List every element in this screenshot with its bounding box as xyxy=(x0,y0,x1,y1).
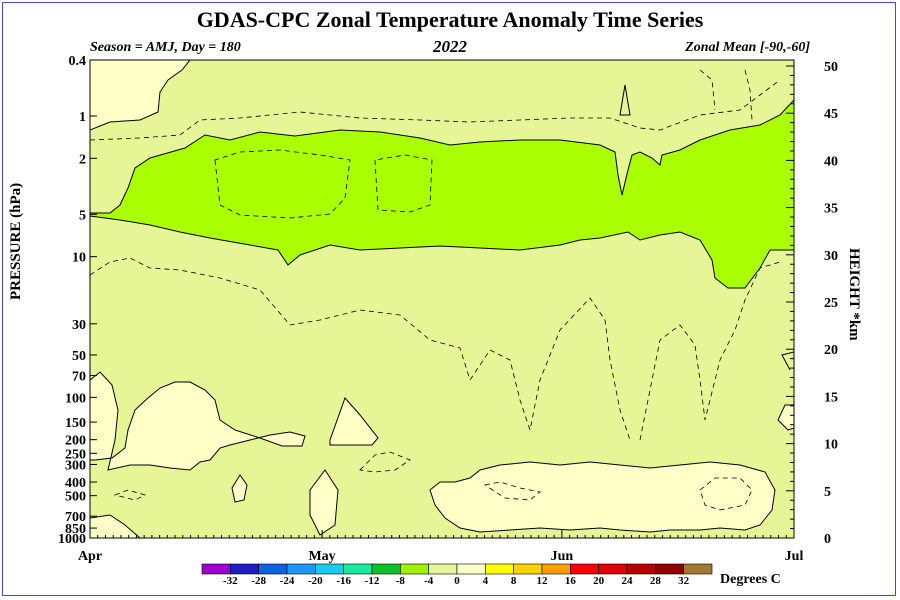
height-tick-label: 40 xyxy=(824,154,838,169)
pressure-tick-label: 1000 xyxy=(58,532,86,547)
colorbar-level-label: 24 xyxy=(622,575,634,587)
warm-patch-small-1 xyxy=(231,474,248,503)
height-tick-label: 30 xyxy=(824,249,838,264)
colorbar-swatch xyxy=(428,563,458,575)
zonal-mean-label: Zonal Mean [-90,-60] xyxy=(685,40,810,55)
pressure-tick-label: 700 xyxy=(65,510,86,525)
height-tick-label: 50 xyxy=(824,60,838,75)
pressure-tick-label: 50 xyxy=(72,349,86,364)
year-label: 2022 xyxy=(433,37,467,56)
colorbar-swatch xyxy=(400,563,429,575)
colorbar-level-label: -24 xyxy=(280,575,295,587)
colorbar-swatch xyxy=(598,563,628,575)
colorbar-level-label: 0 xyxy=(454,575,460,587)
season-label: Season = AMJ, Day = 180 xyxy=(90,40,241,55)
colorbar-swatch xyxy=(513,563,543,575)
chart-title: GDAS-CPC Zonal Temperature Anomaly Time … xyxy=(196,7,704,32)
warm-region-upper-left xyxy=(90,60,191,131)
pressure-tick-label: 5 xyxy=(79,208,86,223)
colorbar-swatch xyxy=(201,563,231,575)
colorbar-level-label: -12 xyxy=(365,575,380,587)
colorbar-swatch xyxy=(258,563,288,575)
colorbar-swatch xyxy=(626,563,656,575)
height-tick-label: 0 xyxy=(824,532,831,547)
colorbar-swatch xyxy=(286,563,316,575)
colorbar-swatch xyxy=(343,563,373,575)
pressure-tick-label: 10 xyxy=(72,251,86,266)
month-tick-label: Apr xyxy=(78,549,102,564)
colorbar-level-label: -8 xyxy=(396,575,406,587)
pressure-tick-label: 2 xyxy=(79,152,86,167)
month-tick-label: Jun xyxy=(551,549,574,564)
height-tick-label: 20 xyxy=(824,343,838,358)
colorbar-swatch xyxy=(485,563,514,575)
colorbar-level-label: 20 xyxy=(593,575,605,587)
pressure-tick-label: 150 xyxy=(65,416,86,431)
colorbar-level-label: 16 xyxy=(565,575,577,587)
colorbar-swatch xyxy=(315,563,344,575)
height-tick-label: 10 xyxy=(824,438,838,453)
height-tick-label: 25 xyxy=(824,296,838,311)
warm-region-lower-left xyxy=(90,371,306,471)
pressure-tick-label: 0.4 xyxy=(69,54,87,69)
dashed-contours xyxy=(90,69,781,511)
pressure-tick-label: 850 xyxy=(65,522,86,537)
colorbar-swatch xyxy=(655,563,684,575)
colorbar-level-label: 12 xyxy=(537,575,549,587)
colorbar-level-label: -20 xyxy=(308,575,323,587)
warm-patch-small-2 xyxy=(309,469,339,536)
pressure-tick-label: 30 xyxy=(72,318,86,333)
warm-region-bottom-left xyxy=(90,514,141,538)
warm-region-lower-right xyxy=(429,461,776,533)
warm-patch-small-3 xyxy=(329,397,379,446)
colorbar-swatch xyxy=(570,563,599,575)
height-tick-label: 45 xyxy=(824,107,838,122)
pressure-tick-label: 100 xyxy=(65,391,86,406)
pressure-tick-label: 400 xyxy=(65,476,86,491)
colorbar-swatch xyxy=(230,563,259,575)
height-tick-label: 35 xyxy=(824,202,838,217)
colorbar-level-label: -28 xyxy=(251,575,266,587)
colorbar-unit-label: Degrees C xyxy=(720,572,781,587)
month-tick-label: Jul xyxy=(785,549,804,564)
height-tick-label: 15 xyxy=(824,390,838,405)
colorbar-swatch xyxy=(541,563,571,575)
colorbar-level-label: -16 xyxy=(336,575,351,587)
solid-contours xyxy=(180,60,794,371)
cold-band-region xyxy=(90,99,794,289)
colorbar: -32 -28 -24 -20 -16 -12 -8 -4 0 4 8 12 16 20 24 28 32 xyxy=(201,563,713,587)
warm-patch-right-edge xyxy=(777,404,794,431)
plot-border xyxy=(89,59,795,539)
colorbar-level-label: 8 xyxy=(511,575,517,587)
pressure-tick-label: 500 xyxy=(65,490,86,505)
plot-area xyxy=(90,60,794,538)
pressure-tick-label: 1 xyxy=(79,110,86,125)
pressure-tick-label: 250 xyxy=(65,447,86,462)
month-tick-label: May xyxy=(308,549,335,564)
colorbar-swatch xyxy=(683,563,713,575)
pressure-tick-label: 200 xyxy=(65,434,86,449)
colorbar-level-label: 28 xyxy=(650,575,662,587)
pressure-tick-label: 70 xyxy=(72,370,86,385)
axes-layer: 0.41251030507010015020025030040050070085… xyxy=(58,54,838,564)
pressure-tick-label: 300 xyxy=(65,458,86,473)
colorbar-swatch xyxy=(371,563,401,575)
height-tick-label: 5 xyxy=(824,485,831,500)
colorbar-level-label: 32 xyxy=(678,575,690,587)
colorbar-level-label: -32 xyxy=(223,575,238,587)
colorbar-swatch xyxy=(456,563,486,575)
colorbar-level-label: -4 xyxy=(424,575,434,587)
colorbar-level-label: 4 xyxy=(483,575,489,587)
